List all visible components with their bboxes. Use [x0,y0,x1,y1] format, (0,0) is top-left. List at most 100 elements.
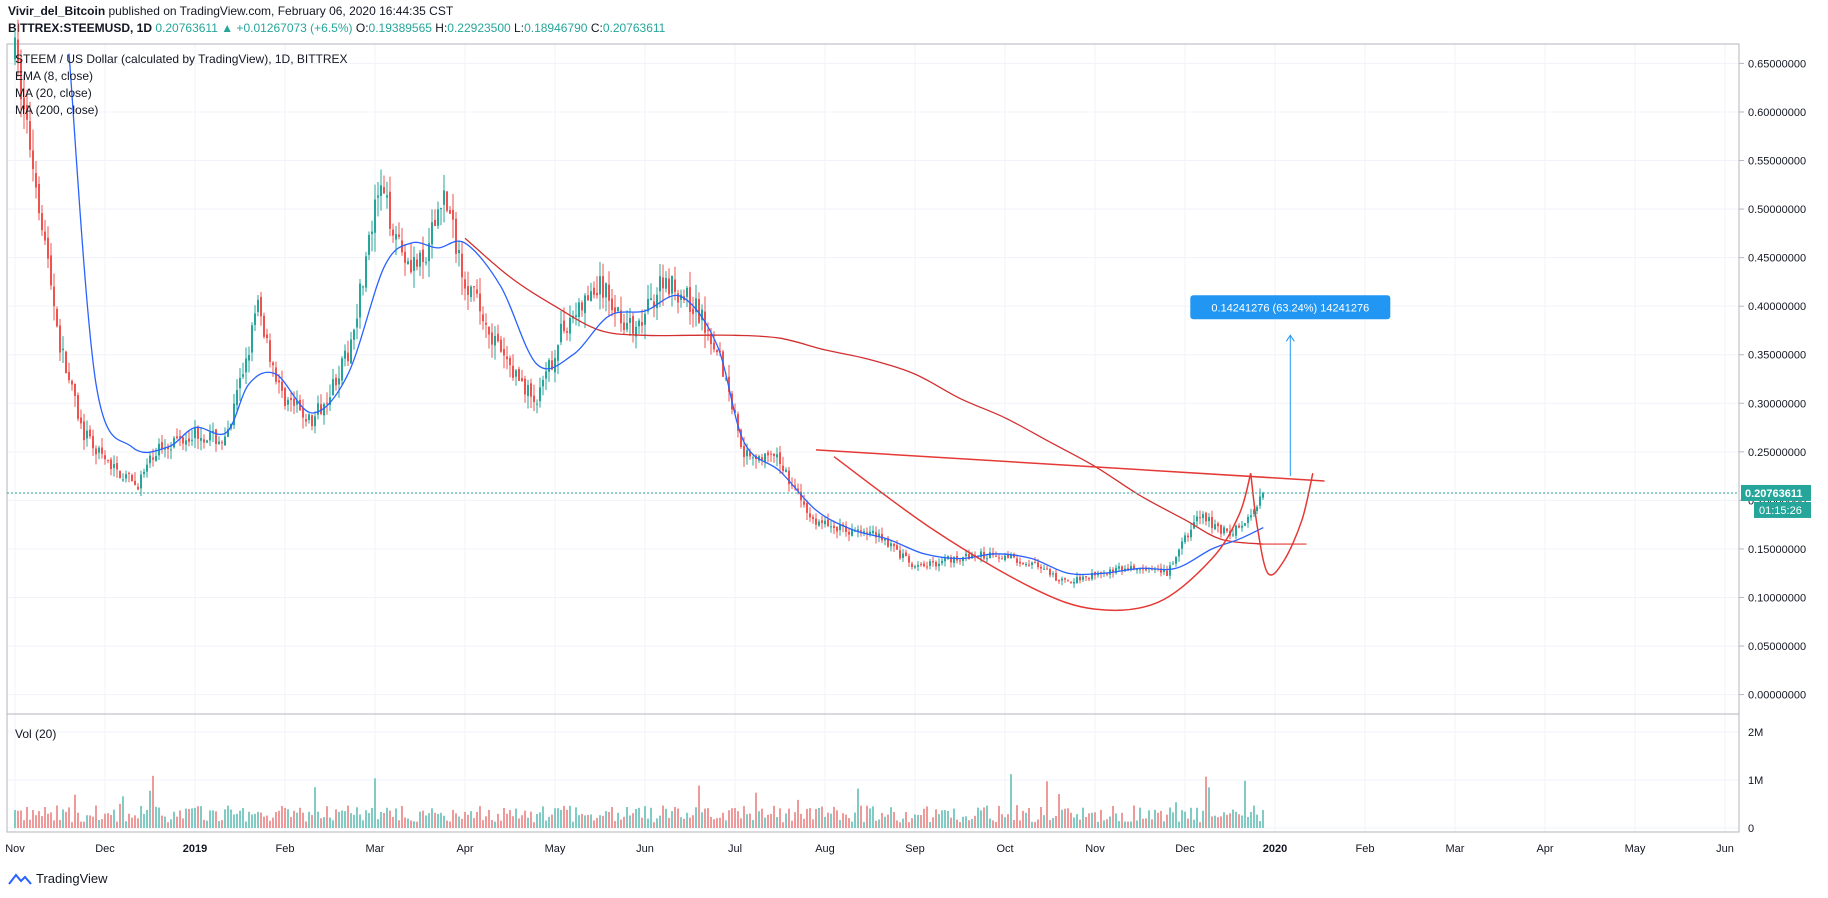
volume-bar [581,813,583,828]
volume-bar [1148,810,1150,828]
volume-bar [188,808,190,828]
candle-body [1130,566,1132,570]
candle-body [446,191,448,211]
volume-bar [659,815,661,828]
candle-body [434,219,436,226]
candle-body [293,398,295,406]
open-value: 0.19389565 [368,21,432,35]
volume-bar [509,809,511,828]
tradingview-logo-icon [8,872,32,885]
candle-body [812,516,814,520]
volume-bar [938,814,940,828]
volume-bar [143,813,145,828]
volume-bar [35,815,37,828]
volume-bar [929,822,931,828]
candle-body [512,365,514,378]
candle-body [929,561,931,566]
candle-body [206,440,208,443]
volume-bar [404,817,406,828]
volume-bar [1100,809,1102,828]
candle-body [1172,563,1174,565]
candle-body [278,380,280,383]
volume-bar [596,817,598,828]
volume-label[interactable]: Vol (20) [15,727,57,741]
candle-body [536,403,538,405]
volume-bar [749,813,751,828]
volume-bar [1013,820,1015,828]
candle-body [1190,529,1192,538]
candle-body [1043,568,1045,570]
candle-body [677,293,679,303]
time-tick-label: Feb [276,843,295,855]
candle-body [920,564,922,566]
volume-bar [1214,815,1216,828]
candle-body [938,563,940,567]
volume-bar [1199,822,1201,828]
candle-body [1061,578,1063,581]
volume-bar [1253,805,1255,828]
candle-body [1235,525,1237,536]
volume-bar [50,812,52,828]
candle-body [98,447,100,453]
volume-bar [677,808,679,828]
candle-body [218,441,220,444]
volume-bar [842,813,844,828]
volume-bar [494,821,496,828]
legend-ma200[interactable]: MA (200, close) [15,103,99,117]
price-tick-label: 0.35000000 [1748,350,1806,362]
candle-body [1082,576,1084,580]
handle-curve [1249,473,1314,576]
candle-body [71,380,73,385]
candle-body [1055,572,1057,581]
high-label: H: [435,21,448,35]
volume-bar [665,808,667,828]
last-price: 0.20763611 [155,21,218,35]
volume-bar [161,815,163,828]
candle-body [14,37,16,60]
volume-bar [968,820,970,828]
author-name[interactable]: Vivir_del_Bitcoin [8,4,106,18]
candle-body [1040,566,1042,569]
candle-body [440,208,442,210]
price-tick-label: 0.10000000 [1748,592,1806,604]
volume-tick-label: 2M [1748,727,1763,739]
tradingview-brand[interactable]: TradingView [8,871,108,886]
candle-body [1064,578,1066,580]
volume-bar [1073,817,1075,828]
volume-bar [419,811,421,828]
volume-bar [365,810,367,828]
volume-bar [311,814,313,828]
candle-body [380,185,382,197]
volume-bar [218,821,220,828]
volume-bar [707,808,709,828]
candle-body [134,480,136,485]
volume-bar [1028,807,1030,828]
candle-body [1160,568,1162,573]
legend-ema[interactable]: EMA (8, close) [15,69,94,83]
volume-bar [413,821,415,828]
volume-bar [1259,821,1261,828]
time-tick-label: Nov [1085,843,1105,855]
candle-body [335,377,337,386]
volume-bar [785,813,787,828]
volume-bar [680,817,682,828]
volume-bar [788,808,790,828]
candle-body [986,558,988,560]
candle-body [29,121,31,150]
volume-bar [779,808,781,828]
volume-bar [1049,820,1051,828]
volume-bar [416,821,418,828]
candle-body [605,283,607,298]
candle-body [1211,516,1213,529]
measure-tool[interactable]: 0.14241276 (63.24%) 14241276 [1190,295,1391,477]
volume-bar [635,808,637,828]
legend-ma20[interactable]: MA (20, close) [15,86,92,100]
candle-body [74,383,76,396]
candle-body [566,331,568,333]
candle-body [125,474,127,479]
candle-body [290,398,292,401]
candle-body [632,315,634,334]
volume-bar [803,818,805,828]
candle-body [83,421,85,441]
